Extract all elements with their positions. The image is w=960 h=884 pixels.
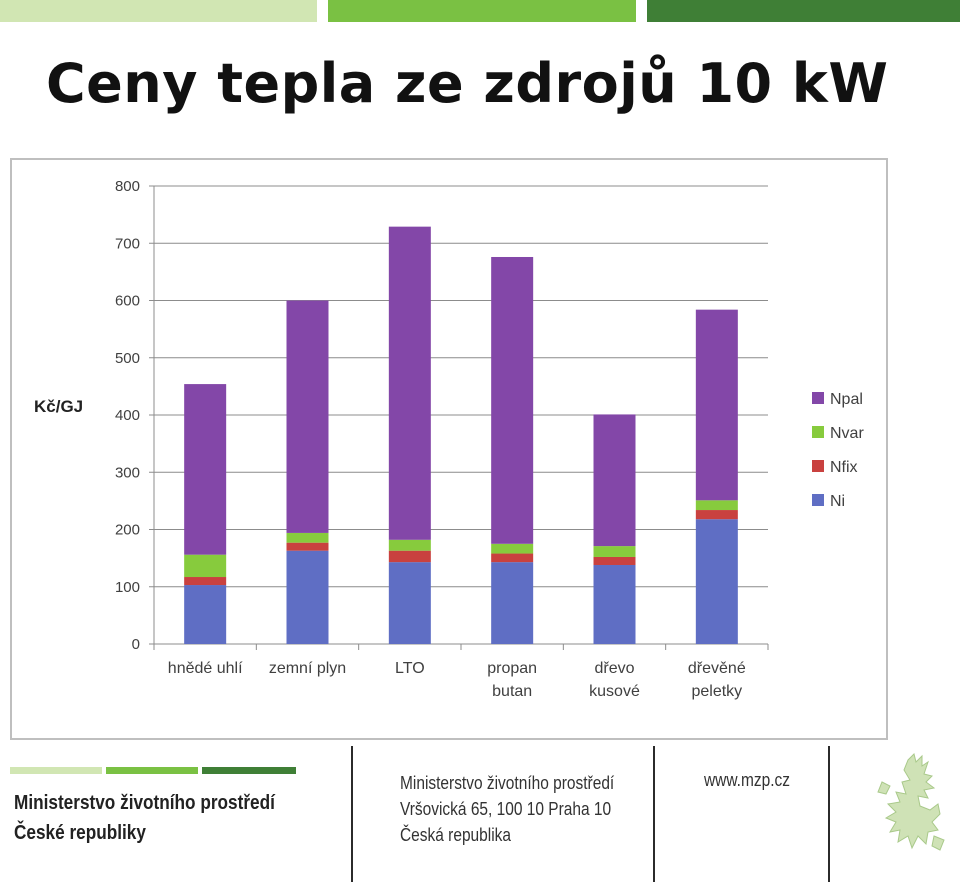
bar-segment-ni	[184, 585, 227, 644]
ministry-name-line: České republiky	[14, 822, 146, 844]
bar-segment-nfix	[491, 553, 534, 563]
legend-label: Nfix	[830, 459, 858, 476]
x-category-label: butan	[492, 683, 532, 700]
legend-label: Nvar	[830, 425, 864, 442]
y-tick-label: 100	[115, 579, 140, 596]
y-tick-label: 400	[115, 407, 140, 424]
legend-swatch-ni	[812, 494, 824, 506]
top-stripe-light	[0, 0, 317, 22]
address-line: Vršovická 65, 100 10 Praha 10	[400, 799, 612, 819]
x-category-label: zemní plyn	[269, 660, 346, 677]
footer-stripe-light	[10, 767, 102, 774]
bar-segment-npal	[695, 309, 738, 501]
y-tick-label: 0	[132, 636, 140, 653]
y-tick-label: 700	[115, 235, 140, 252]
y-tick-label: 300	[115, 464, 140, 481]
y-tick-label: 500	[115, 350, 140, 367]
bar-segment-nfix	[695, 510, 738, 520]
bar-segment-npal	[184, 384, 227, 555]
y-tick-label: 200	[115, 522, 140, 539]
ministry-address: Ministerstvo životního prostředí Vršovic…	[400, 770, 649, 848]
bar-segment-nfix	[286, 542, 329, 551]
bar-segment-nvar	[491, 543, 534, 554]
bar-segment-npal	[491, 256, 534, 544]
y-axis-label: Kč/GJ	[34, 397, 83, 416]
legend-swatch-nvar	[812, 426, 824, 438]
stacked-bar-chart: 0 100 200 300 400 500 600 700 800 Kč/GJ hnědé uhlí…	[34, 178, 864, 700]
website-link[interactable]: www.mzp.cz	[704, 770, 791, 790]
page-title: Ceny tepla ze zdrojů 10 kW	[46, 52, 889, 115]
ministry-name: Ministerstvo životního prostředí České r…	[14, 788, 298, 848]
address-line: Česká republika	[400, 825, 512, 845]
bar-segment-ni	[491, 562, 534, 644]
y-tick-label: 600	[115, 293, 140, 310]
y-tick-label: 800	[115, 178, 140, 195]
bar-segment-nvar	[695, 500, 738, 511]
x-category-label: kusové	[589, 683, 640, 700]
czech-lion-icon	[877, 753, 945, 851]
bar-segment-nfix	[593, 556, 636, 565]
x-category-label: propan	[487, 660, 537, 677]
x-category-label: LTO	[395, 660, 425, 677]
x-category-label: dřevěné	[688, 660, 746, 677]
bar-segment-nvar	[286, 532, 329, 543]
top-stripe-mid	[328, 0, 636, 22]
bar-segment-npal	[593, 414, 636, 547]
bar-segment-npal	[286, 300, 329, 533]
ministry-name-line: Ministerstvo životního prostředí	[14, 792, 275, 814]
footer-divider	[351, 746, 353, 882]
bar-segment-ni	[388, 562, 431, 644]
bar-segment-nvar	[388, 539, 431, 551]
x-category-label: hnědé uhlí	[168, 660, 243, 677]
bar-segment-nvar	[184, 554, 227, 578]
x-category-label: dřevo	[594, 660, 634, 677]
bar-segment-nfix	[388, 550, 431, 563]
bar-segment-npal	[388, 226, 431, 540]
x-category-label: peletky	[691, 683, 742, 700]
footer-divider	[653, 746, 655, 882]
top-stripe-dark	[647, 0, 960, 22]
bar-segment-ni	[695, 519, 738, 644]
legend-label: Ni	[830, 493, 845, 510]
legend-swatch-nfix	[812, 460, 824, 472]
legend-swatch-npal	[812, 392, 824, 404]
bar-segment-ni	[286, 550, 329, 644]
bar-segment-nvar	[593, 546, 636, 557]
chart-frame: 0 100 200 300 400 500 600 700 800 Kč/GJ hnědé uhlí…	[10, 158, 888, 740]
bar-segment-nfix	[184, 577, 227, 586]
bar-segment-ni	[593, 564, 636, 644]
footer-divider	[828, 746, 830, 882]
footer-stripe-dark	[202, 767, 296, 774]
footer-stripe-mid	[106, 767, 198, 774]
address-line: Ministerstvo životního prostředí	[400, 773, 615, 793]
legend-label: Npal	[830, 391, 863, 408]
